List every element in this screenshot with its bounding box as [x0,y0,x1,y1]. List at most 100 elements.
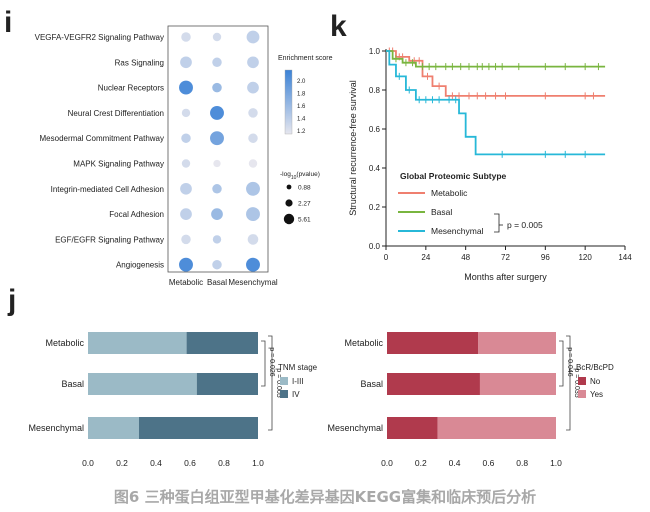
tnm-x-tick-label: 0.4 [150,458,162,468]
dotplot-point [180,208,192,220]
bcr-legend-swatch [578,390,586,398]
km-x-tick-label: 0 [384,253,389,262]
colorbar-tick-label: 1.8 [297,92,306,98]
tnm-bracket-outer [268,335,273,431]
dotplot-point [181,159,191,168]
bcr-bracket-top [559,340,564,387]
tnm-x-tick-label: 0.2 [116,458,128,468]
bcr-category-label: Basal [360,379,383,389]
dotplot-point [210,105,224,120]
km-x-tick-label: 72 [501,253,510,262]
dotplot-x-tick-label: Mesenchymal [228,278,278,287]
tnm-bar-segment [139,417,258,439]
km-y-tick-label: 0.2 [369,203,381,212]
dotplot-point [246,257,260,272]
dotplot-point [213,159,221,168]
bcr-x-tick-label: 1.0 [550,458,562,468]
size-legend-title: -log10(pvalue) [280,171,320,181]
tnm-legend-title: TNM stage [278,363,318,372]
bcr-x-tick-label: 0.8 [516,458,528,468]
size-legend-label: 0.88 [298,185,311,192]
tnm-bar-segment [88,417,139,439]
dotplot-point [181,32,191,42]
bcr-legend-title: BcR/BcPD [576,363,614,372]
tnm-bar-segment [88,332,187,354]
dotplot-point [212,184,222,194]
km-y-tick-label: 0.4 [369,164,381,173]
tnm-bar-segment [186,332,258,354]
dotplot-point [181,133,191,143]
tnm-pvalue-1: p = 0.026 [268,347,275,376]
km-x-tick-label: 24 [421,253,430,262]
km-curve-mesenchymal [386,50,606,156]
km-y-tick-label: 0.8 [369,86,381,95]
colorbar-title: Enrichment score [278,55,333,62]
size-legend-label: 5.61 [298,217,311,224]
dotplot-point [212,235,222,244]
panel-label-i: i [4,6,12,39]
size-legend-label: 2.27 [298,201,311,208]
dotplot-point [179,257,193,272]
tnm-x-tick-label: 1.0 [252,458,264,468]
dotplot-point [248,133,258,143]
tnm-category-label: Metabolic [45,338,84,348]
km-curve-basal [386,50,606,68]
dotplot-point [211,208,223,220]
bcr-bracket-outer [566,335,571,431]
size-legend-dot [283,213,295,225]
bcr-pvalue-2: p = 0.035 [573,368,580,397]
km-y-axis-label: Structural recurrence-free survival [348,80,358,216]
km-x-tick-label: 144 [618,253,632,262]
km-legend-label: Mesenchymal [431,226,484,236]
dotplot-y-tick-label: EGF/EGFR Signaling Pathway [55,235,164,244]
dotplot-point [180,182,192,195]
colorbar [284,69,293,135]
dotplot-point [181,234,191,245]
dotplot-y-tick-label: VEGFA-VEGFR2 Signaling Pathway [35,33,164,42]
tnm-legend-swatch [280,377,288,385]
dotplot-y-tick-label: Nuclear Receptors [98,84,164,93]
dotplot-point [212,57,222,68]
km-legend-label: Metabolic [431,188,468,198]
km-legend-label: Basal [431,207,452,217]
bcr-legend-label: No [590,377,601,386]
bcr-pvalue-1: p = 0.046 [566,347,573,376]
dotplot-point [210,131,224,146]
dotplot-point [247,56,259,69]
km-x-tick-label: 96 [541,253,550,262]
dotplot-point [247,81,259,94]
dotplot-point [179,80,193,95]
tnm-pvalue-2: p = 0.005 [275,368,282,397]
km-y-tick-label: 0.6 [369,125,381,134]
dotplot-point [246,207,260,222]
size-legend-title-subscript: 10 [291,175,297,181]
bcr-bar-segment [387,417,438,439]
km-pvalue-annotation: p = 0.005 [507,220,543,230]
dotplot-point [246,30,260,44]
km-legend-title: Global Proteomic Subtype [400,171,507,181]
dotplot-point [247,234,259,245]
panel-label-k: k [330,10,347,43]
dotplot-point [212,259,222,270]
size-legend-dot [286,184,292,190]
dotplot-point [180,56,192,69]
bcr-bar-segment [437,417,556,439]
dotplot-x-tick-label: Basal [207,278,227,287]
tnm-category-label: Basal [61,379,84,389]
dotplot-point [248,108,258,118]
bcr-bar-segment [387,332,479,354]
colorbar-tick-label: 2.0 [297,79,306,85]
dotplot-frame [167,25,269,273]
tnm-category-label: Mesenchymal [28,423,84,433]
km-x-tick-label: 48 [461,253,470,262]
size-legend-dot [285,199,293,207]
km-y-tick-label: 1.0 [369,47,381,56]
dotplot-point [248,159,258,168]
dotplot-point [212,32,222,42]
bcr-x-tick-label: 0.0 [381,458,393,468]
tnm-x-tick-label: 0.6 [184,458,196,468]
tnm-x-tick-label: 0.8 [218,458,230,468]
bcr-x-tick-label: 0.2 [415,458,427,468]
dotplot-y-tick-label: MAPK Signaling Pathway [73,160,164,169]
